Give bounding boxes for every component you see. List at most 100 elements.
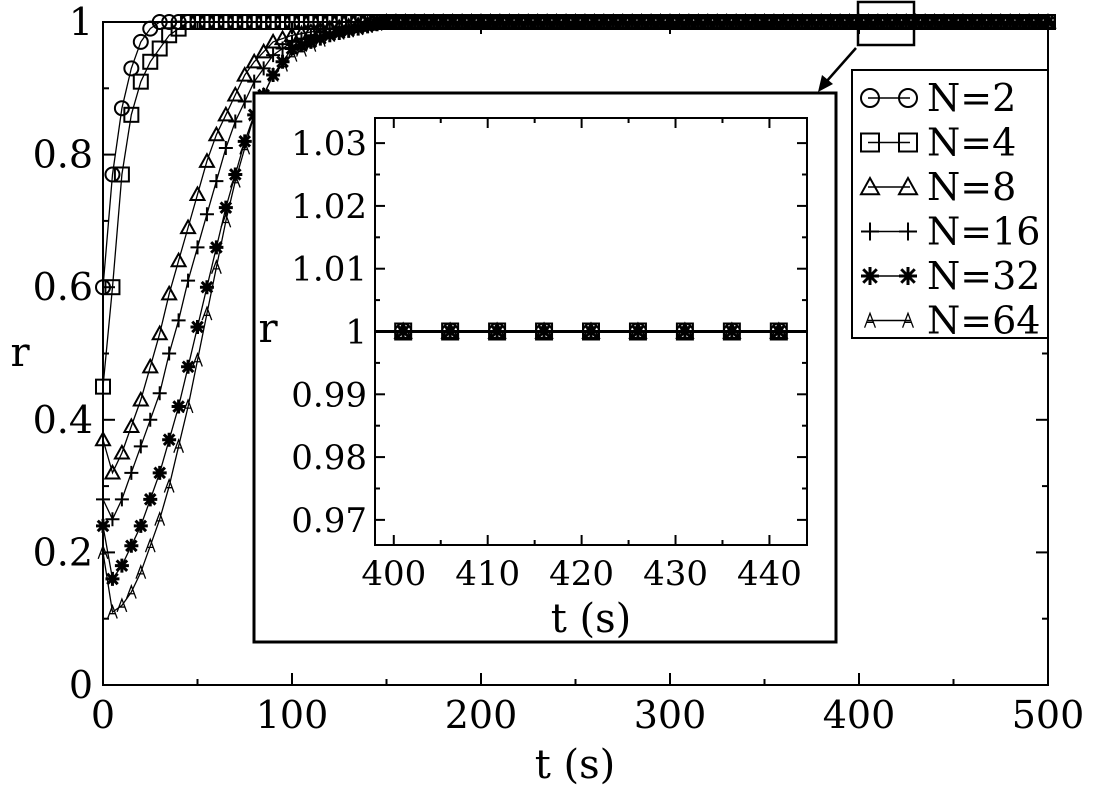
series-4-point-shape bbox=[105, 512, 120, 527]
series-3-point bbox=[254, 42, 273, 59]
series-6-point-shape bbox=[144, 537, 156, 553]
series-6-point-shape bbox=[428, 13, 440, 29]
series-6-point-shape bbox=[116, 597, 128, 613]
series-6-point bbox=[863, 13, 874, 29]
series-6-point-shape bbox=[759, 13, 770, 29]
series-4-point-shape bbox=[171, 313, 186, 328]
series-5-point bbox=[190, 319, 205, 334]
series-6-point-shape bbox=[97, 544, 109, 560]
series-6-point bbox=[976, 13, 988, 29]
series-6-point bbox=[664, 13, 676, 29]
series-6-point bbox=[730, 13, 742, 29]
series-4-point-shape bbox=[143, 412, 158, 427]
series-6-point bbox=[891, 13, 903, 29]
inset-point-shape bbox=[397, 323, 409, 339]
series-6-point-shape bbox=[551, 13, 563, 29]
series-6-point bbox=[210, 259, 222, 274]
series-6-point-shape bbox=[173, 438, 185, 453]
series-4-point-shape bbox=[266, 48, 281, 63]
series-6-point bbox=[777, 13, 789, 29]
main-tick-labels: 0 100 200 300 400 500 0 0.2 0.4 0.6 0.8 1 bbox=[33, 0, 1085, 737]
series-6-point bbox=[466, 13, 477, 29]
series-3-point-shape bbox=[179, 218, 197, 235]
series-3-point-shape bbox=[160, 284, 178, 301]
inset-point-shape bbox=[676, 323, 693, 340]
series-6-point bbox=[343, 22, 355, 38]
legend-marker bbox=[860, 88, 880, 108]
series-2-point bbox=[265, 14, 282, 30]
series-6-point-shape bbox=[182, 398, 194, 414]
inset-point-shape bbox=[726, 323, 738, 339]
series-6-point-shape bbox=[409, 13, 421, 29]
series-6-point bbox=[390, 13, 402, 29]
series-6-point bbox=[494, 13, 506, 29]
series-6-point-shape bbox=[683, 13, 695, 29]
series-6-point-shape bbox=[825, 13, 837, 29]
series-6-point-shape bbox=[721, 13, 733, 29]
series-2-point-shape bbox=[255, 14, 272, 30]
series-5-point bbox=[162, 432, 177, 447]
series-6-point-shape bbox=[948, 13, 959, 29]
legend-marker-shape bbox=[899, 267, 917, 285]
series-3-point bbox=[94, 430, 112, 447]
y-axis-title: r bbox=[10, 330, 30, 376]
series-6-point bbox=[995, 13, 1007, 29]
series-6-point bbox=[702, 13, 714, 29]
inset-point-shape bbox=[489, 323, 506, 340]
legend-label: N=8 bbox=[927, 165, 1016, 209]
series-6-point-shape bbox=[485, 13, 496, 29]
series-6-point bbox=[787, 13, 799, 29]
zoom-arrowhead bbox=[818, 75, 833, 92]
series-6-point-shape bbox=[239, 139, 251, 155]
series-3-point bbox=[132, 390, 150, 407]
series-6-point-shape bbox=[277, 56, 288, 72]
series-6-point-shape bbox=[863, 13, 874, 29]
series-6-point-shape bbox=[806, 13, 818, 29]
series-1-point-shape bbox=[151, 14, 168, 30]
series-6-point-shape bbox=[456, 13, 468, 29]
series-6-point-shape bbox=[305, 36, 317, 52]
series-6-point bbox=[740, 13, 752, 29]
series-6-point bbox=[834, 13, 846, 29]
series-6-point-shape bbox=[381, 13, 392, 29]
series-1-point bbox=[151, 14, 168, 30]
series-4-point bbox=[114, 492, 129, 507]
series-2-point bbox=[246, 14, 263, 30]
series-3-point bbox=[217, 105, 235, 122]
series-6-point-shape bbox=[626, 13, 638, 29]
series-2-point bbox=[227, 14, 244, 30]
series-3-point bbox=[236, 65, 254, 82]
series-6-point-shape bbox=[740, 13, 752, 29]
series-6-point-shape bbox=[872, 13, 884, 29]
series-5-point-shape bbox=[171, 399, 186, 414]
series-6-point bbox=[503, 13, 515, 29]
inset-point-shape bbox=[773, 323, 785, 339]
series-4-point-shape bbox=[114, 492, 129, 507]
series-6-point bbox=[815, 13, 827, 29]
series-2-point bbox=[189, 14, 206, 30]
series-6-point bbox=[938, 13, 950, 29]
series-6-point bbox=[881, 13, 893, 29]
x-tick-label: 0 bbox=[91, 693, 115, 737]
series-2-point-shape bbox=[236, 14, 253, 30]
series-6-point-shape bbox=[1014, 13, 1026, 29]
series-6-point-shape bbox=[692, 13, 704, 29]
inset-tick-labels: 400 410 420 430 440 0.97 0.98 0.99 1 1.01 1.02 1.03 bbox=[291, 124, 802, 594]
series-4-point bbox=[237, 94, 252, 109]
series-5-point-shape bbox=[162, 432, 177, 447]
series-1-point-shape bbox=[132, 33, 149, 50]
series-6-point-shape bbox=[617, 13, 629, 29]
series-1-point-shape bbox=[95, 279, 111, 296]
series-6-point bbox=[919, 13, 931, 29]
series-6-point-shape bbox=[229, 172, 241, 188]
series-2-point-shape bbox=[198, 14, 215, 30]
series-3-point-shape bbox=[217, 105, 235, 122]
series-6-point-shape bbox=[201, 305, 213, 321]
series-6-point bbox=[721, 13, 733, 29]
series-2-point-shape bbox=[246, 14, 263, 30]
series-6-point-shape bbox=[900, 13, 912, 29]
series-6-point bbox=[655, 13, 666, 29]
inset-point bbox=[632, 323, 644, 339]
series-3-point-shape bbox=[103, 463, 122, 480]
series-5-point bbox=[181, 359, 196, 374]
